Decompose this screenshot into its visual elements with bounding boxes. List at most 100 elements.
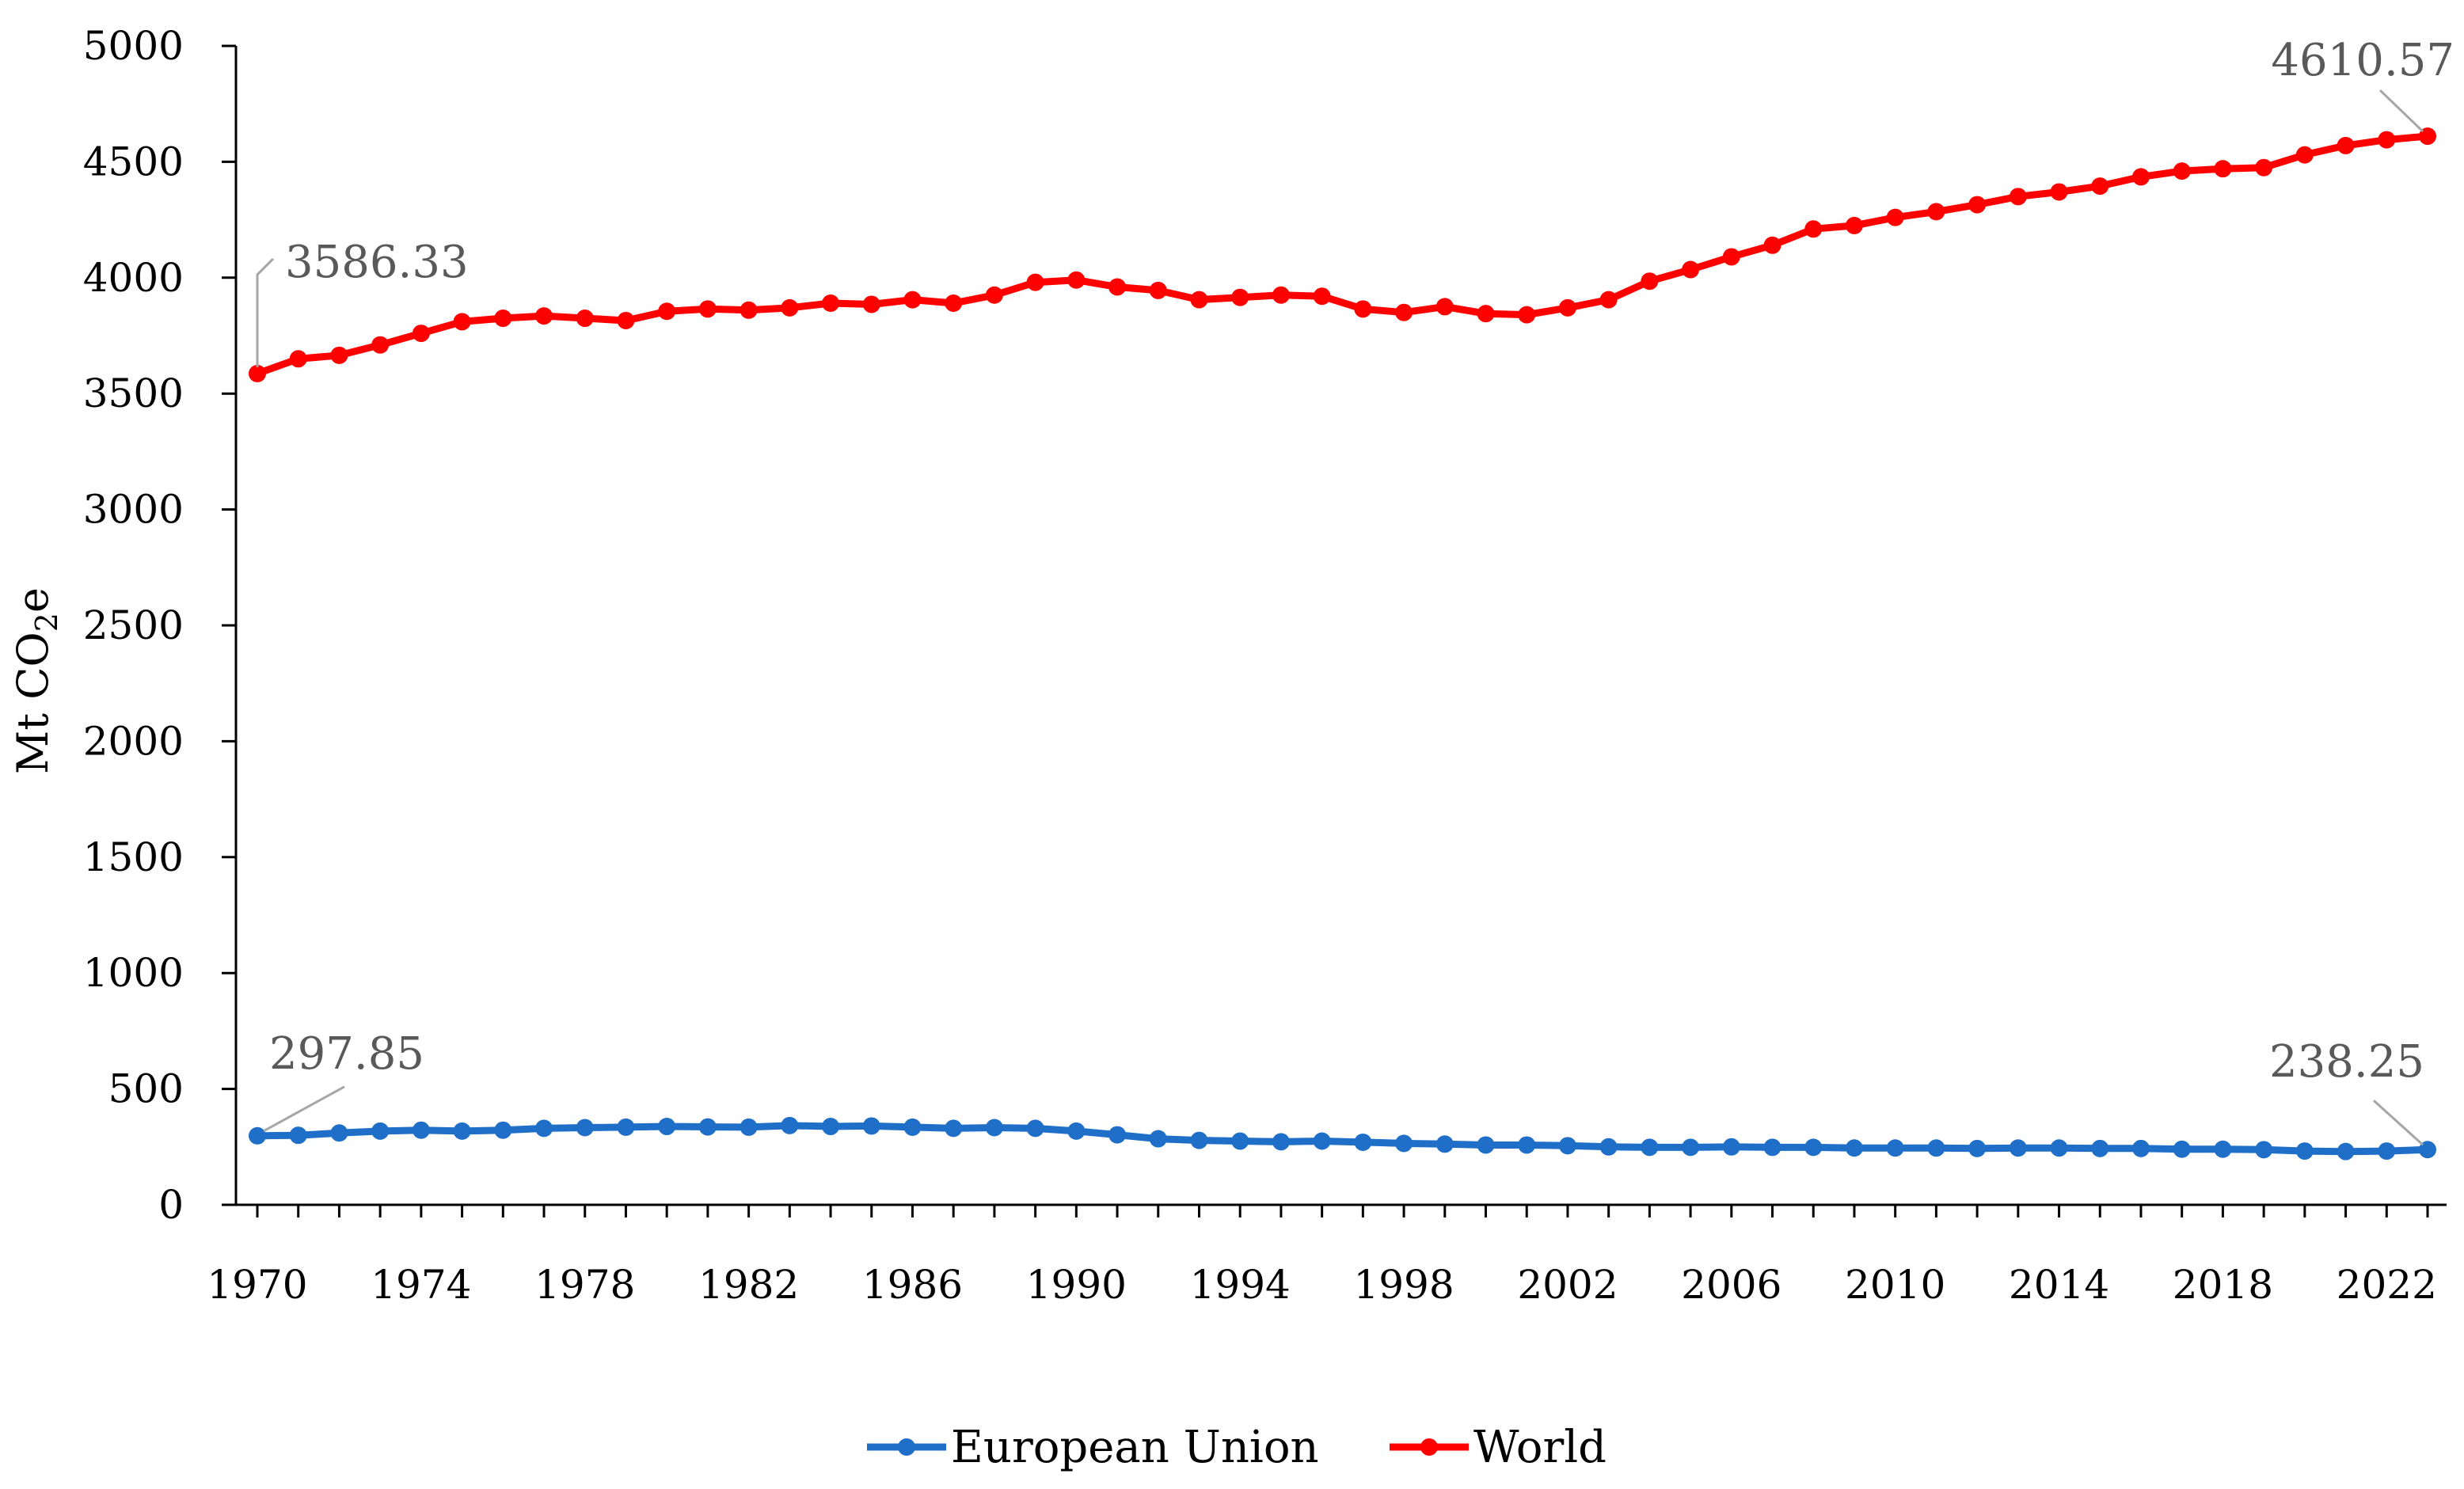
world-point: [1845, 216, 1863, 234]
world-point: [371, 336, 390, 354]
x-tick-label: 1986: [862, 1262, 963, 1308]
world-point: [494, 310, 512, 328]
x-tick-label: 1974: [371, 1262, 471, 1308]
world-point: [1886, 208, 1904, 226]
european-union-point: [740, 1118, 758, 1136]
data-label-leader: [2378, 89, 2424, 133]
european-union-point: [1313, 1132, 1331, 1150]
european-union-point: [781, 1116, 799, 1134]
world-point: [2091, 177, 2109, 196]
european-union-point: [1149, 1130, 1167, 1148]
world-point: [2378, 131, 2396, 149]
x-tick-label: 2022: [2337, 1262, 2437, 1308]
european-union-point: [1763, 1138, 1781, 1157]
world-point: [1518, 306, 1536, 324]
european-union-point: [249, 1126, 266, 1145]
european-union-point: [1026, 1119, 1044, 1138]
world-point: [1395, 303, 1413, 321]
data-label: 297.85: [269, 1028, 424, 1080]
european-union-point: [822, 1118, 840, 1136]
world-point: [2214, 160, 2232, 178]
european-union-point: [1190, 1131, 1208, 1149]
european-union-point: [2337, 1142, 2355, 1160]
world-point: [2009, 188, 2027, 206]
data-label-leader: [256, 257, 275, 367]
y-axis-ticks: 0 500 1000 1500 2000 2500 3000 3500 4000 4500 5000: [83, 23, 236, 1228]
world-point: [2255, 158, 2273, 177]
european-union-point: [371, 1122, 390, 1140]
european-union-point: [1845, 1139, 1863, 1157]
world-point: [698, 300, 717, 318]
legend-label: European Union: [951, 1422, 1319, 1473]
series-world: [249, 127, 2436, 382]
x-tick-label: 2010: [1845, 1262, 1945, 1308]
world-point: [985, 286, 1003, 304]
european-union-point: [1804, 1138, 1823, 1157]
data-label: 4610.57: [2271, 35, 2454, 86]
world-point: [535, 307, 553, 325]
european-union-point: [945, 1119, 963, 1138]
world-point: [1682, 260, 1700, 279]
european-union-point: [412, 1121, 430, 1139]
european-union-point: [1108, 1126, 1127, 1144]
european-union-point: [289, 1126, 307, 1145]
world-point: [2337, 136, 2355, 154]
series-european-union: [249, 1116, 2436, 1160]
world-point: [781, 298, 799, 317]
x-axis-ticks: 1970 1974 1978 1982 1986 1990 1994 1998 2002 2006…: [207, 1205, 2437, 1308]
european-union-point: [985, 1119, 1003, 1137]
world-point: [1435, 298, 1454, 316]
world-point: [1599, 291, 1618, 309]
european-union-point: [1272, 1133, 1290, 1151]
legend-item-european-union: European Union: [867, 1422, 1319, 1473]
series-group: [249, 127, 2436, 1160]
world-point: [1026, 273, 1044, 291]
european-union-point: [2214, 1140, 2232, 1158]
y-tick-label: 4000: [83, 255, 184, 301]
x-tick-label: 1982: [698, 1262, 799, 1308]
data-label-leader: [2372, 1100, 2424, 1146]
legend: European Union World: [867, 1422, 1607, 1473]
world-point: [2419, 127, 2436, 146]
axes: [234, 46, 2447, 1206]
world-point: [1313, 287, 1331, 306]
european-union-point: [658, 1118, 676, 1136]
european-union-point: [1682, 1138, 1700, 1157]
legend-swatch-marker: [898, 1438, 915, 1456]
y-tick-label: 3500: [83, 370, 184, 416]
x-tick-label: 1978: [534, 1262, 635, 1308]
world-point: [2295, 146, 2314, 164]
x-tick-label: 1970: [207, 1262, 307, 1308]
world-point: [1067, 271, 1086, 289]
european-union-point: [698, 1118, 717, 1136]
world-point: [2050, 183, 2068, 201]
european-union-point: [1067, 1122, 1086, 1140]
world-point: [658, 302, 676, 321]
european-union-point: [330, 1124, 348, 1142]
y-axis-label: Mt CO2e: [8, 587, 64, 774]
world-point: [945, 294, 963, 313]
data-label: 3586.33: [285, 237, 469, 288]
european-union-point: [2255, 1141, 2273, 1159]
european-union-point: [2295, 1142, 2314, 1160]
world-point: [1190, 291, 1208, 309]
world-point: [1231, 288, 1249, 306]
data-labels: 3586.33 4610.57 297.85 238.25: [256, 35, 2454, 1146]
european-union-point: [617, 1118, 635, 1136]
world-line: [253, 132, 2432, 378]
world-point: [1722, 248, 1740, 266]
world-point: [822, 294, 840, 313]
data-label-leader: [263, 1085, 345, 1133]
european-union-point: [1231, 1132, 1249, 1150]
world-point: [1763, 236, 1781, 254]
world-point: [1149, 281, 1167, 299]
legend-swatch-marker: [1420, 1438, 1438, 1456]
legend-label: World: [1473, 1422, 1607, 1473]
y-tick-label: 0: [158, 1182, 184, 1228]
world-point: [1108, 278, 1127, 296]
european-union-point: [2131, 1139, 2150, 1157]
european-union-point: [1477, 1136, 1495, 1154]
x-tick-label: 1990: [1026, 1262, 1127, 1308]
european-union-point: [2173, 1140, 2191, 1158]
